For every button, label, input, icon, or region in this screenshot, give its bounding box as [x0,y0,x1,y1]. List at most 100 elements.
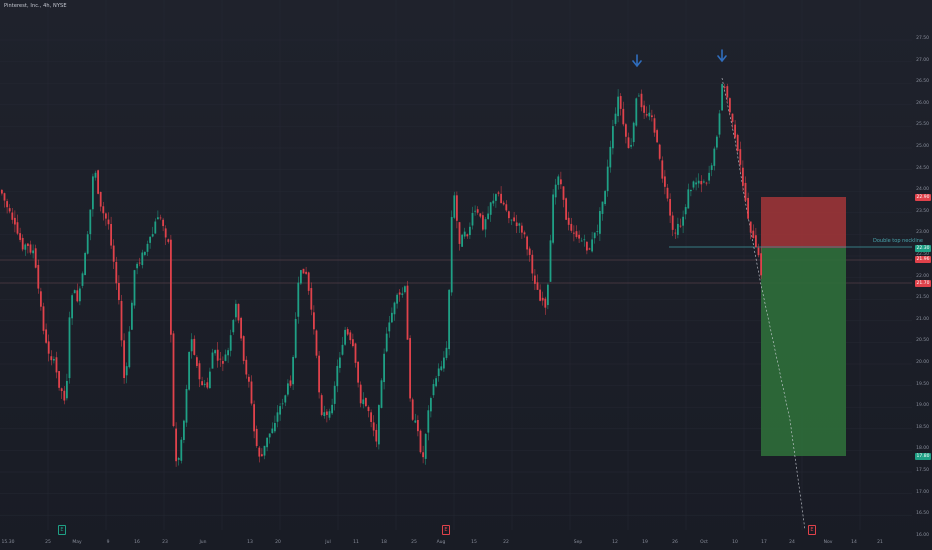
candle-body [346,329,349,335]
price-tick-label: 23.50 [916,208,929,214]
candle-body [554,184,557,198]
arrow-down-icon [717,49,727,63]
time-tick-label: 17 [761,540,767,545]
candle-body [37,264,40,289]
candle-body [544,298,547,308]
candle-body [710,165,713,170]
candle-body [687,189,690,209]
candle-body [630,144,632,147]
candle-body [674,232,677,234]
candle-body [580,240,583,242]
candle-body [79,288,81,302]
time-tick-label: 22 [503,540,509,545]
time-tick-label: May [72,540,82,545]
candle-body [164,228,167,238]
candle-body [679,225,682,227]
candle-body [128,331,131,368]
candle-body [73,290,76,294]
candle-body [326,411,328,415]
price-tick-label: 24.00 [916,187,929,193]
candle-body [313,312,315,330]
candle-body [261,454,263,457]
candle-body [86,234,89,254]
price-tick-label: 21.00 [916,316,929,322]
time-tick-label: 25 [45,540,51,545]
candle-body [414,420,417,423]
candle-body [651,115,653,118]
candle-body [375,429,378,442]
candle-body [536,282,539,290]
candle-body [411,399,414,420]
price-tick-label: 16.50 [916,511,929,517]
double-top-neckline-label: Double top neckline [873,238,924,244]
symbol-title: Pinterest, Inc., 4h, NYSE [4,3,67,9]
candle-body [684,207,687,215]
candle-body [99,191,102,207]
candle-body [154,221,157,234]
candle-body [68,317,71,379]
candle-body [292,356,294,385]
candle-body [575,231,578,237]
candle-body [206,382,209,388]
candle-body [744,182,747,201]
candle-body [370,412,372,422]
candle-body [11,212,14,220]
candle-body [229,335,232,351]
earnings-event-icon[interactable]: E [808,525,816,535]
candle-body [515,222,518,227]
candle-body [372,422,375,431]
time-tick-label: 12 [612,540,618,545]
candle-body [66,380,68,399]
candle-body [653,118,656,133]
candle-body [508,211,510,219]
candle-body [40,291,42,307]
stop-loss-zone [761,197,846,248]
candle-body [656,130,658,143]
candle-body [362,399,365,405]
candle-body [118,282,120,301]
candle-body [435,378,437,387]
candle-body [586,241,588,251]
candle-body [677,223,679,235]
candle-body [305,271,307,274]
candle-body [255,428,258,446]
candle-body [567,217,570,225]
candle-body [430,398,432,412]
candle-body [422,452,424,458]
candle-body [183,420,185,441]
candle-body [170,239,172,335]
candle-body [456,195,458,221]
time-tick-label: 14 [851,540,857,545]
candle-body [640,93,643,108]
candle-body [476,209,479,213]
candle-body [505,204,508,211]
candle-body [323,412,326,416]
earnings-event-icon[interactable]: E [442,525,450,535]
candle-body [495,194,497,201]
candle-body [263,445,266,456]
candle-body [549,240,552,282]
candle-body [497,192,500,194]
candle-body [318,355,320,393]
candle-body [105,213,107,219]
candle-body [723,86,726,88]
candle-body [8,208,11,212]
earnings-event-icon[interactable]: E [58,525,66,535]
price-tick-label: 19.00 [916,403,929,409]
candle-body [383,353,385,383]
candle-body [367,406,370,412]
candle-body [287,383,289,395]
candle-body [71,295,73,319]
time-tick-label: 21 [877,540,883,545]
candle-body [643,105,645,113]
candle-body [276,412,279,422]
candle-body [614,113,617,124]
candle-body [235,303,237,318]
candle-body [573,232,575,234]
time-tick-label: 15 [471,540,477,545]
candle-body [700,181,703,185]
price-tick-label: 20.00 [916,360,929,365]
candle-body [648,112,651,117]
